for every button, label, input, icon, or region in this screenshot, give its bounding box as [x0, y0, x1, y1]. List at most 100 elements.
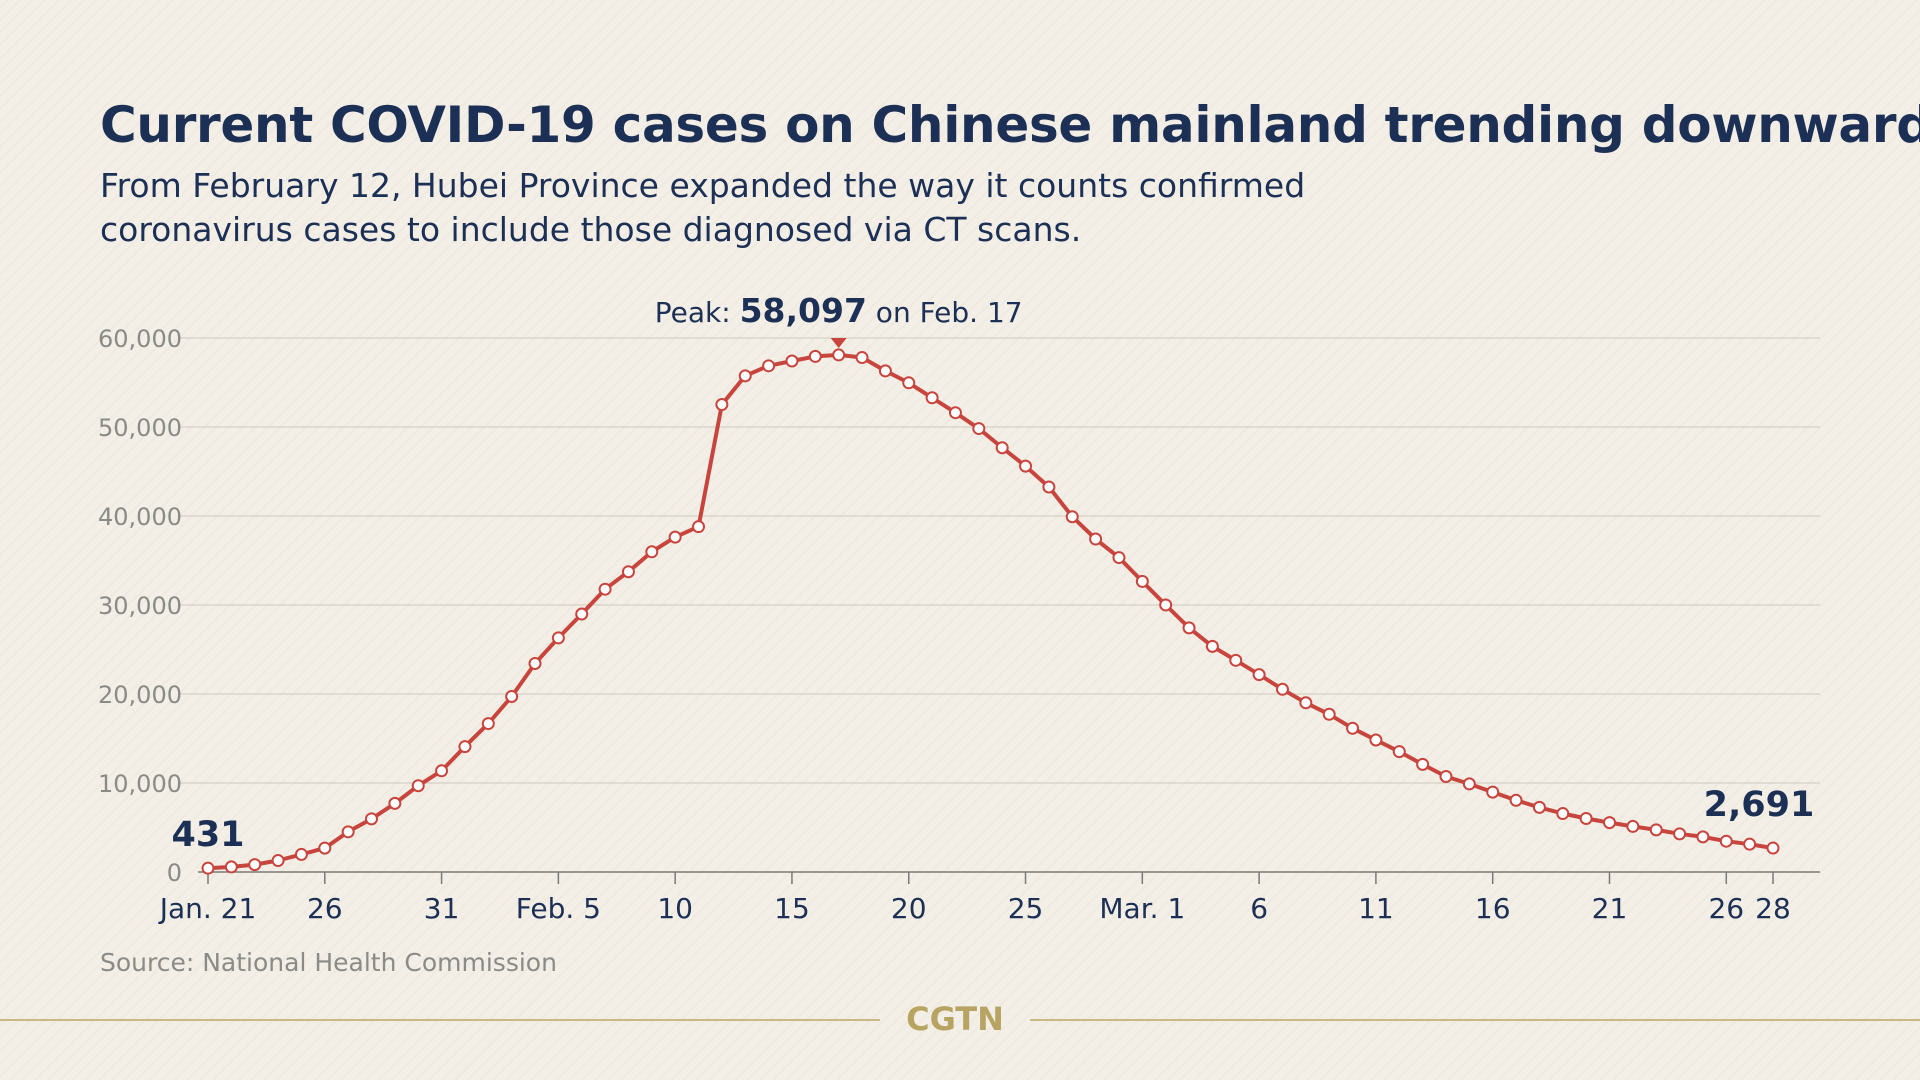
data-point: [1042, 480, 1056, 494]
data-point: [878, 364, 892, 378]
data-point: [785, 354, 799, 368]
data-point: [1743, 837, 1757, 851]
data-point: [1486, 785, 1500, 799]
data-point: [855, 351, 869, 365]
peak-annotation: Peak: 58,097 on Feb. 17: [655, 291, 1023, 330]
data-point: [995, 441, 1009, 455]
source-note: Source: National Health Commission: [100, 948, 557, 977]
data-point: [1673, 827, 1687, 841]
data-point: [1369, 733, 1383, 747]
data-point: [738, 369, 752, 383]
data-point: [528, 656, 542, 670]
data-point: [1252, 668, 1266, 682]
data-point: [1135, 574, 1149, 588]
x-tick-label: 16: [1475, 892, 1511, 925]
x-tick-label: 11: [1358, 892, 1394, 925]
x-tick-label: 31: [424, 892, 460, 925]
x-tick-label: 6: [1250, 892, 1268, 925]
data-point: [1275, 682, 1289, 696]
footer-divider-left: [0, 1019, 880, 1021]
data-point: [1649, 823, 1663, 837]
data-point: [948, 406, 962, 420]
data-point: [505, 689, 519, 703]
peak-suffix: on Feb. 17: [867, 296, 1023, 329]
data-point: [1696, 830, 1710, 844]
data-point: [598, 582, 612, 596]
y-tick-label: 0: [167, 859, 182, 887]
data-point: [411, 779, 425, 793]
data-point: [808, 349, 822, 363]
y-tick-label: 60,000: [98, 325, 182, 353]
data-point: [1439, 769, 1453, 783]
x-tick-label: Feb. 5: [516, 892, 601, 925]
x-tick-label: 26: [1708, 892, 1744, 925]
data-point: [551, 631, 565, 645]
data-point: [1065, 510, 1079, 524]
data-point: [1766, 841, 1780, 855]
y-axis-tick-labels: 0 10,000 20,000 30,000 40,000 50,000 60,000: [98, 325, 182, 887]
series-line-current-cases: [206, 352, 1775, 871]
data-point: [902, 376, 916, 390]
x-tick-label: 28: [1755, 892, 1791, 925]
gridlines: [178, 337, 1820, 784]
data-point: [1626, 819, 1640, 833]
y-tick-label: 50,000: [98, 414, 182, 442]
data-point: [341, 825, 355, 839]
data-point: [1205, 639, 1219, 653]
data-point: [1462, 777, 1476, 791]
data-point: [832, 348, 846, 362]
data-point: [1719, 834, 1733, 848]
data-point: [1509, 793, 1523, 807]
data-point: [692, 520, 706, 534]
x-tick-label: 25: [1008, 892, 1044, 925]
x-tick-label: 15: [774, 892, 810, 925]
chart-subtitle: From February 12, Hubei Province expande…: [100, 164, 1400, 252]
chart-title: Current COVID-19 cases on Chinese mainla…: [100, 96, 1920, 154]
data-point: [294, 847, 308, 861]
subtitle-line-1: From February 12, Hubei Province expande…: [100, 166, 1306, 205]
data-point: [388, 796, 402, 810]
peak-marker-icon: [830, 338, 847, 348]
x-axis-ticks: Jan. 21 26 31 Feb. 5 10 15 20 25 Mar. 1 6 11 16 21 26…: [158, 872, 1791, 925]
x-tick-label: 20: [891, 892, 927, 925]
data-point: [1346, 721, 1360, 735]
x-tick-label: Mar. 1: [1099, 892, 1185, 925]
data-point: [1229, 653, 1243, 667]
cgtn-logo: CGTN: [906, 1000, 1004, 1038]
end-value-label: 2,691: [1704, 785, 1815, 825]
data-point: [1019, 459, 1033, 473]
data-point: [365, 812, 379, 826]
x-tick-label: Jan. 21: [158, 892, 257, 925]
data-point: [1089, 532, 1103, 546]
data-point: [575, 607, 589, 621]
data-point: [271, 854, 285, 868]
data-point: [1159, 598, 1173, 612]
data-point: [248, 858, 262, 872]
data-point: [1602, 816, 1616, 830]
data-point: [621, 565, 635, 579]
data-point: [458, 740, 472, 754]
data-point: [1416, 757, 1430, 771]
data-point: [1579, 811, 1593, 825]
data-point: [1299, 696, 1313, 710]
data-point: [1182, 621, 1196, 635]
x-tick-label: 21: [1592, 892, 1628, 925]
data-point: [1532, 800, 1546, 814]
y-tick-label: 40,000: [98, 503, 182, 531]
data-point: [1322, 707, 1336, 721]
data-point: [318, 841, 332, 855]
data-point: [201, 861, 215, 875]
data-points: [201, 348, 1780, 875]
data-point: [972, 422, 986, 436]
data-point: [224, 860, 238, 874]
data-point: [668, 530, 682, 544]
data-point: [1392, 745, 1406, 759]
data-point: [435, 764, 449, 778]
y-tick-label: 30,000: [98, 592, 182, 620]
y-tick-label: 20,000: [98, 681, 182, 709]
x-tick-label: 10: [657, 892, 693, 925]
data-point: [762, 359, 776, 373]
chart-annotations: Peak: 58,097 on Feb. 17 431 2,691: [171, 291, 1814, 855]
subtitle-line-2: coronavirus cases to include those diagn…: [100, 210, 1082, 249]
